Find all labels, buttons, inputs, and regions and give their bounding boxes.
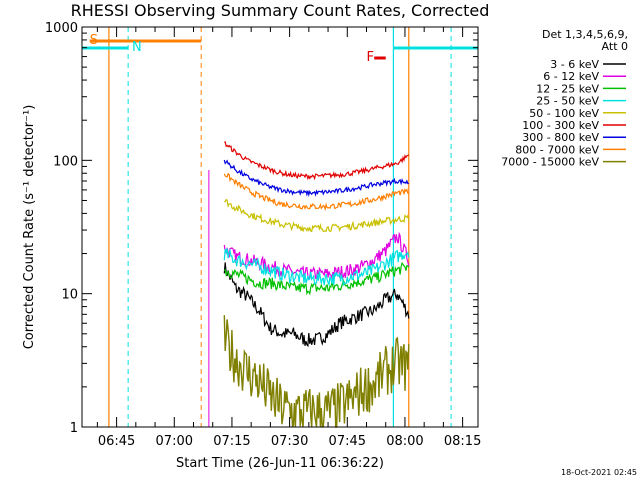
legend-label: 12 - 25 keV	[536, 82, 599, 95]
series-line-8	[223, 315, 410, 428]
series-line-7	[223, 172, 409, 212]
y-tick-label: 1000	[45, 21, 78, 36]
legend-header-1: Det 1,3,4,5,6,9,	[542, 28, 628, 41]
x-tick-label: 07:45	[329, 434, 366, 449]
plot-frame	[81, 26, 479, 428]
flag-label-f: F	[367, 50, 374, 65]
y-tick-label: 1	[70, 421, 78, 436]
series-line-4	[224, 198, 410, 233]
y-tick-label: 10	[61, 288, 78, 303]
flag-label-n: N	[132, 40, 142, 55]
series-line-0	[223, 262, 410, 348]
timestamp: 18-Oct-2021 02:45	[561, 468, 637, 477]
x-tick-label: 07:30	[271, 434, 308, 449]
legend-label: 800 - 7000 keV	[515, 143, 599, 156]
y-axis-label: Corrected Count Rate (s⁻¹ detector⁻¹)	[22, 105, 37, 350]
legend-label: 6 - 12 keV	[543, 70, 599, 83]
series-line-5	[224, 141, 410, 181]
legend-label: 3 - 6 keV	[550, 58, 599, 71]
series-layer	[223, 141, 410, 428]
legend-label: 50 - 100 keV	[529, 107, 599, 120]
legend-label: 100 - 300 keV	[522, 119, 599, 132]
x-tick-label: 07:15	[213, 434, 250, 449]
x-axis-label: Start Time (26-Jun-11 06:36:22)	[176, 456, 384, 471]
legend-label: 7000 - 15000 keV	[501, 156, 599, 169]
x-axis: 06:45 07:00 07:15 07:30 07:45 08:00 08:15	[96, 27, 481, 449]
y-tick-label: 100	[53, 154, 78, 169]
y-axis: 1 10 100 1000	[45, 21, 478, 436]
flags-layer: S N F	[90, 33, 374, 65]
x-tick-label: 07:00	[156, 434, 193, 449]
x-tick-label: 08:00	[386, 434, 423, 449]
series-line-6	[223, 159, 409, 198]
flag-label-s: S	[90, 33, 98, 48]
x-tick-label: 06:45	[98, 434, 135, 449]
chart-title: RHESSI Observing Summary Count Rates, Co…	[71, 1, 490, 20]
legend-label: 300 - 800 keV	[522, 131, 599, 144]
legend-header-2: Att 0	[602, 40, 628, 53]
legend-label: 25 - 50 keV	[536, 95, 599, 108]
x-tick-label: 08:15	[444, 434, 481, 449]
background-decor	[82, 27, 478, 427]
series-line-3	[223, 248, 410, 287]
